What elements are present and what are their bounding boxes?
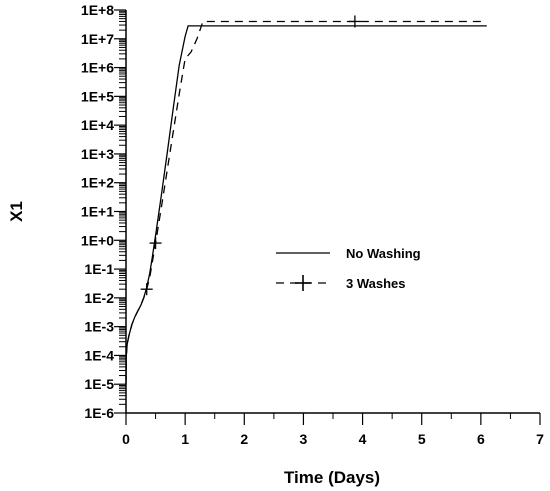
x-tick-label: 6 xyxy=(477,431,485,447)
axes: 1E+8 1E+7 1E+6 1E+5 1E+4 1E+3 1E+2 1E+1 1E+0 1E-1… xyxy=(7,2,544,487)
y-axis-label: X1 xyxy=(7,201,26,222)
y-tick-label: 1E+0 xyxy=(81,232,114,248)
y-tick-label: 1E-2 xyxy=(84,290,114,306)
x-tick-label: 7 xyxy=(536,431,544,447)
plus-marker xyxy=(140,283,153,296)
legend-label-2: 3 Washes xyxy=(346,276,406,291)
y-tick-label: 1E+1 xyxy=(81,204,114,220)
x-axis-label: Time (Days) xyxy=(284,468,380,487)
y-tick-label: 1E-6 xyxy=(84,405,114,421)
x-tick-label: 3 xyxy=(300,431,308,447)
series-line-1 xyxy=(125,25,487,380)
y-tick-label: 1E-5 xyxy=(84,376,114,392)
x-tick-label: 2 xyxy=(240,431,248,447)
x-tick-label: 1 xyxy=(181,431,189,447)
y-tick-label: 1E+2 xyxy=(81,175,114,191)
legend: No Washing 3 Washes xyxy=(276,246,421,291)
x-tick-label: 4 xyxy=(359,431,367,447)
y-tick-label: 1E+6 xyxy=(81,60,114,76)
legend-label-1: No Washing xyxy=(346,246,421,261)
y-tick-label: 1E+5 xyxy=(81,88,114,104)
y-tick-label: 1E-3 xyxy=(84,319,114,335)
series-line-2 xyxy=(125,20,487,385)
y-tick-label: 1E-4 xyxy=(84,347,114,363)
series-layer xyxy=(125,15,487,385)
y-tick-label: 1E-1 xyxy=(84,261,114,277)
y-tick-label: 1E+4 xyxy=(81,117,114,133)
y-tick-label: 1E+3 xyxy=(81,146,114,162)
y-tick-label: 1E+7 xyxy=(81,31,114,47)
x-tick-label: 5 xyxy=(418,431,426,447)
y-tick-label: 1E+8 xyxy=(81,2,114,18)
plus-marker xyxy=(348,15,361,28)
plus-marker xyxy=(149,237,162,250)
x-tick-label: 0 xyxy=(122,431,130,447)
